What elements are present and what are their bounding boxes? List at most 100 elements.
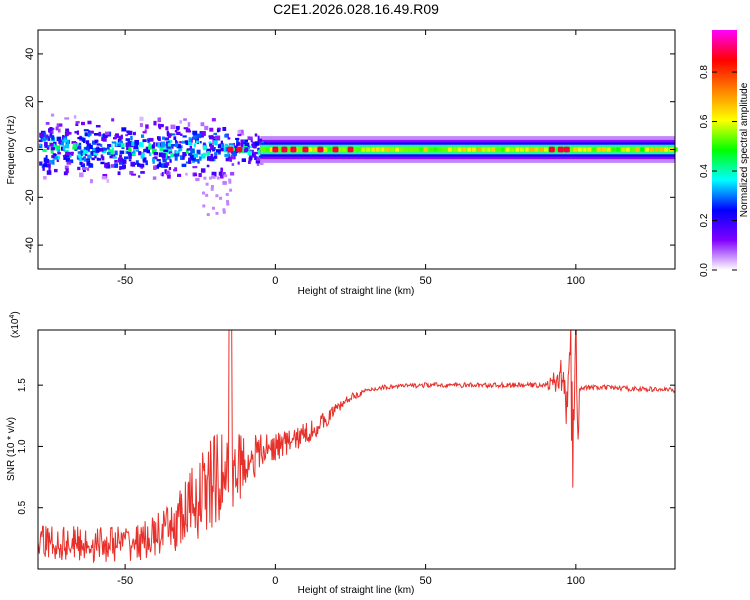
- spectrogram-cell: [188, 152, 191, 156]
- spectrogram-cell: [257, 138, 263, 142]
- spectrogram-cell: [165, 157, 171, 160]
- spectrogram-cell: [659, 147, 664, 152]
- spectrogram-cell: [157, 117, 162, 123]
- spectrogram-cell: [443, 147, 448, 152]
- spectrogram-cell: [232, 142, 235, 147]
- spectrogram-cell: [194, 173, 198, 177]
- colorbar-ticks: 0.0 0.2 0.4 0.6 0.8: [699, 65, 737, 277]
- spectrogram-cell: [206, 153, 210, 157]
- spectrogram-cell: [118, 143, 121, 147]
- spectrogram-cell: [164, 169, 168, 174]
- spectrogram-cell: [64, 165, 69, 170]
- spectrogram-cell: [63, 149, 69, 153]
- spectrogram-cell: [158, 152, 164, 157]
- spectrogram-cell: [153, 120, 157, 126]
- spectrogram-cell: [229, 156, 233, 162]
- spectrogram-cell: [217, 127, 221, 130]
- spectrogram-cell: [109, 155, 114, 159]
- spectrogram-cell: [65, 168, 69, 174]
- spectrogram-cell: [240, 139, 245, 144]
- spectrogram-cell: [60, 146, 65, 151]
- spectrogram-cell: [151, 148, 157, 154]
- spectrogram-peak: [347, 146, 354, 153]
- spectrogram-cell: [196, 137, 200, 141]
- spectrogram-cell: [168, 167, 172, 171]
- spectrogram-cell: [87, 132, 92, 136]
- spectrogram-cell: [423, 147, 428, 152]
- spectrogram-peak: [302, 146, 309, 153]
- spectrogram-cell: [257, 149, 261, 155]
- spectrogram-cell: [179, 141, 182, 144]
- spectrogram-cell: [202, 191, 206, 195]
- spectrogram-cell: [157, 136, 161, 141]
- spectrogram-cell: [161, 172, 164, 177]
- spectrogram-cell: [50, 147, 55, 151]
- spectrogram-cell: [166, 170, 170, 175]
- spectrogram-cell: [157, 142, 160, 148]
- spectrogram-cell: [91, 140, 97, 145]
- spectrogram-cell: [244, 142, 250, 148]
- spectrogram-cell: [165, 151, 168, 157]
- spectrogram-cell: [212, 175, 216, 179]
- spectrogram-cell: [142, 131, 146, 134]
- spectrogram-cell: [87, 154, 92, 159]
- spectrogram-cell: [123, 156, 129, 160]
- spectrogram-cell: [174, 155, 178, 161]
- spectrogram-cell: [298, 147, 303, 152]
- spectrogram-cell: [539, 147, 544, 152]
- spectrogram-cell: [44, 143, 48, 148]
- spectrogram-cell: [64, 117, 70, 120]
- spectrogram-cell: [174, 130, 178, 133]
- spectrogram-cell: [46, 146, 50, 150]
- spectrogram-cell: [174, 153, 180, 157]
- spectrogram-cell: [85, 158, 91, 162]
- spectrogram-cell: [161, 163, 165, 168]
- spectrogram-peak: [272, 146, 279, 153]
- spectrogram-cell: [251, 153, 257, 158]
- spectrogram-cell: [114, 163, 119, 168]
- spectrogram-cell: [58, 123, 63, 127]
- spectrogram-cell: [322, 147, 327, 152]
- spectrogram-peak: [563, 146, 570, 153]
- spectrogram-cell: [38, 143, 43, 149]
- spectrogram-cell: [254, 141, 260, 146]
- spectrogram-cell: [119, 158, 125, 162]
- spectrogram-cell: [179, 120, 183, 124]
- spectrogram-cell: [601, 147, 606, 152]
- spectrogram-cell: [78, 142, 82, 146]
- snr-y-tick-label: 0.5: [17, 500, 28, 514]
- spectrogram-cell: [269, 147, 274, 152]
- spectrogram-cell: [162, 158, 167, 163]
- spectrogram-cell: [193, 143, 196, 148]
- spectrogram-cell: [214, 155, 218, 159]
- spectrogram-cell: [256, 157, 261, 161]
- spectrogram-cell: [227, 151, 230, 157]
- spectrogram-cell: [308, 147, 313, 152]
- spectrogram-cell: [119, 140, 124, 145]
- spectrogram-cell: [112, 156, 117, 159]
- spectrogram-cell: [86, 143, 92, 148]
- spectrogram-cell: [189, 155, 193, 159]
- spectrogram-cell: [414, 147, 419, 152]
- spectrogram-cell: [233, 145, 238, 151]
- spectrogram-cell: [52, 153, 56, 157]
- spectrogram-cell: [157, 163, 162, 168]
- spectrogram-cell: [167, 140, 173, 143]
- spectrogram-cell: [457, 147, 462, 152]
- spectrogram-cell: [146, 149, 151, 154]
- spectrogram-cell: [138, 142, 144, 147]
- spectrogram-cell: [109, 131, 112, 137]
- spectrogram-cell: [87, 161, 91, 165]
- spectrogram-cell: [83, 139, 86, 144]
- spectrogram-cell: [148, 152, 152, 157]
- spectrogram-cell: [147, 139, 150, 143]
- spectrogram-cell: [44, 134, 49, 138]
- spectrogram-cell: [128, 147, 132, 152]
- spectrogram-cell: [139, 163, 145, 168]
- spectrogram-cell: [189, 145, 193, 150]
- spectrogram-cell: [93, 152, 99, 156]
- spectrogram-cell: [79, 172, 84, 178]
- spectrogram-cell: [185, 149, 189, 154]
- spectrogram-cell: [247, 151, 253, 156]
- spectrogram-cell: [51, 155, 55, 159]
